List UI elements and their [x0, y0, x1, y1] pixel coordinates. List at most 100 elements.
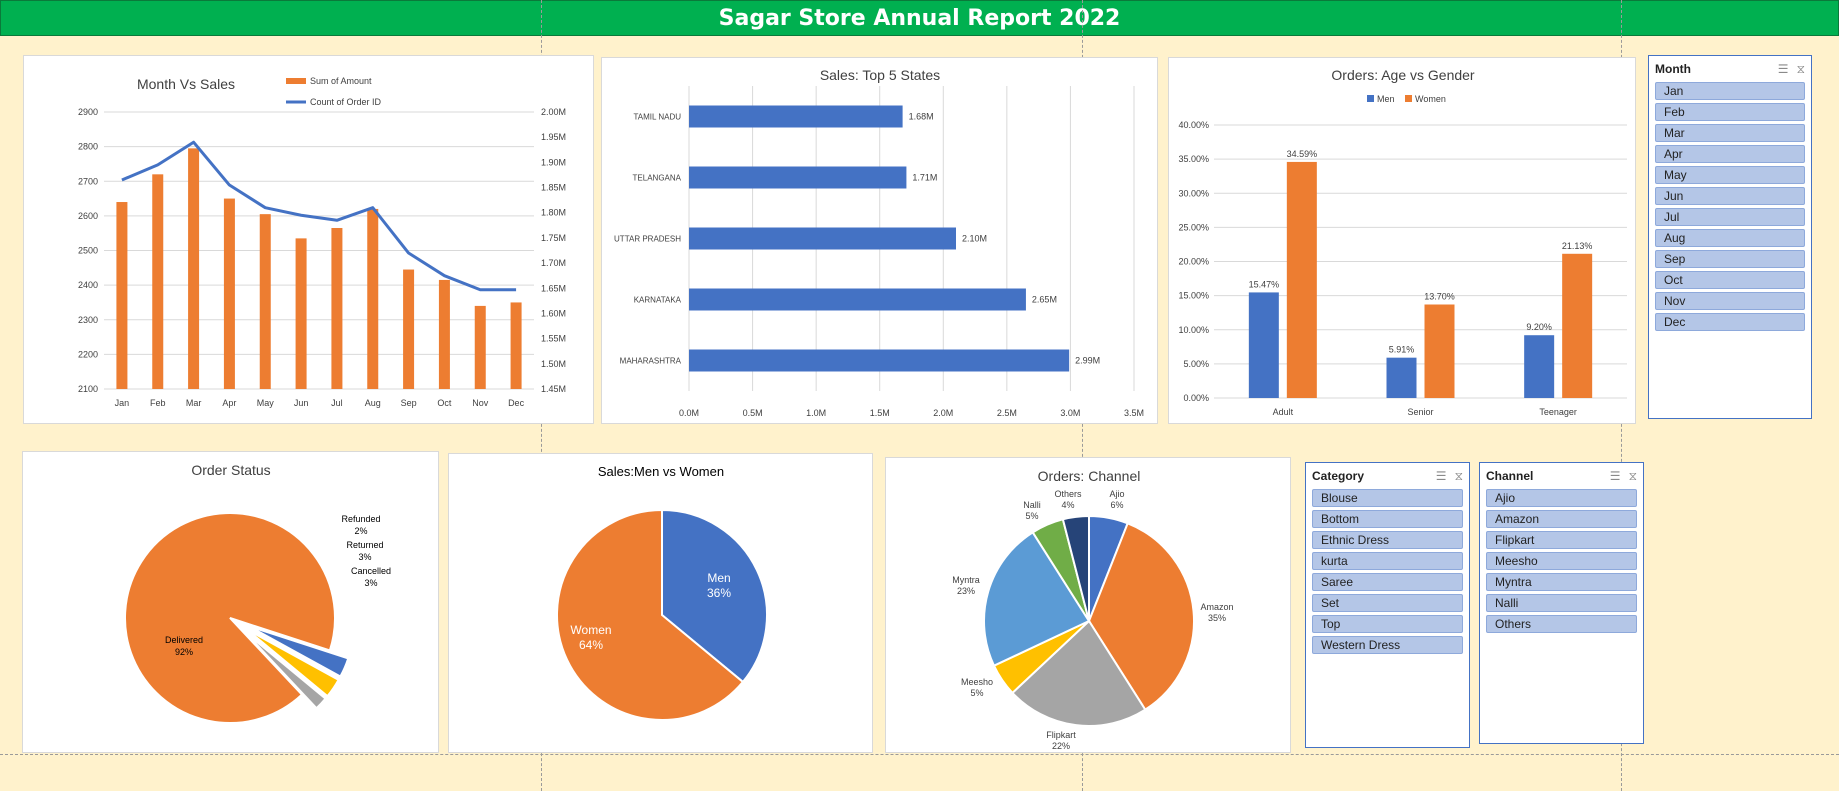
slicer-item-ajio[interactable]: Ajio — [1486, 489, 1637, 507]
slice-name: Cancelled — [351, 566, 391, 576]
clear-filter-icon[interactable]: ⧖ — [1454, 468, 1463, 483]
y2-tick-label: 1.85M — [541, 183, 566, 193]
multi-select-icon[interactable]: ☰ — [1609, 468, 1621, 483]
chart-svg: Month Vs Sales 2100 2200 2300 2400 2500 2600 27… — [78, 76, 566, 408]
x-tick-label: Nov — [472, 398, 489, 408]
slice-label: 22% — [1052, 741, 1070, 751]
slicer-item-meesho[interactable]: Meesho — [1486, 552, 1637, 570]
slicer-item-others[interactable]: Others — [1486, 615, 1637, 633]
slice-label: 3% — [364, 578, 377, 588]
slicer-item-bottom[interactable]: Bottom — [1312, 510, 1463, 528]
bar — [1562, 253, 1593, 398]
bar — [689, 105, 903, 128]
legend-entry: Sum of Amount — [310, 76, 372, 86]
slicer-item-oct[interactable]: Oct — [1655, 271, 1805, 289]
chart-title: Order Status — [191, 462, 270, 478]
bar — [689, 349, 1070, 372]
men-women-chart[interactable]: Sales:Men vs Women Men 36% Women 64% — [448, 453, 873, 753]
top-states-chart[interactable]: Sales: Top 5 States 0.0M 0.5M 1.0M 1.5M 2.0M 2… — [601, 57, 1158, 424]
y-tick-label: TELANGANA — [633, 174, 682, 183]
slice-label: 36% — [707, 586, 731, 600]
bar — [1248, 292, 1279, 398]
slicer-item-top[interactable]: Top — [1312, 615, 1463, 633]
slice-name: Amazon — [1200, 602, 1233, 612]
pie-slice — [247, 624, 350, 678]
chart-title: Sales: Top 5 States — [820, 67, 940, 83]
y2-tick-label: 1.50M — [541, 359, 566, 369]
y2-tick-label: 1.90M — [541, 157, 566, 167]
slice-name: Delivered — [165, 635, 203, 645]
slicer-item-ethnic-dress[interactable]: Ethnic Dress — [1312, 531, 1463, 549]
clear-filter-icon[interactable]: ⧖ — [1796, 61, 1805, 76]
month-sales-chart[interactable]: Month Vs Sales 2100 2200 2300 2400 2500 2600 27… — [23, 55, 594, 424]
clear-filter-icon[interactable]: ⧖ — [1628, 468, 1637, 483]
slice-name: Nalli — [1023, 500, 1041, 510]
order-status-chart[interactable]: Order Status Delivered 92% Cancelled 3% Retur… — [22, 451, 439, 753]
x-tick-label: 3.0M — [1060, 408, 1080, 418]
slicer-item-nalli[interactable]: Nalli — [1486, 594, 1637, 612]
y-tick-label: MAHARASHTRA — [620, 357, 682, 366]
month-slicer: Month ☰ ⧖ Jan Feb Mar Apr May Jun Jul Aug Sep Oct Nov… — [1648, 55, 1812, 419]
slicer-header: Category ☰ ⧖ — [1306, 463, 1469, 489]
bar — [1386, 357, 1417, 398]
slicer-item-blouse[interactable]: Blouse — [1312, 489, 1463, 507]
y2-tick-label: 1.80M — [541, 208, 566, 218]
age-gender-chart[interactable]: Orders: Age vs Gender 0.00% 5.00% 10.00% 15.… — [1168, 57, 1636, 424]
slicer-tools: ☰ ⧖ — [1436, 469, 1463, 484]
y-tick-label: 20.00% — [1178, 257, 1209, 267]
slicer-item-saree[interactable]: Saree — [1312, 573, 1463, 591]
slicer-item-myntra[interactable]: Myntra — [1486, 573, 1637, 591]
slicer-item-dec[interactable]: Dec — [1655, 313, 1805, 331]
slicer-item-mar[interactable]: Mar — [1655, 124, 1805, 142]
slice-name: Men — [707, 571, 730, 585]
bar — [403, 269, 415, 389]
slice-name: Women — [570, 623, 611, 637]
bar — [367, 208, 379, 389]
slicer-item-apr[interactable]: Apr — [1655, 145, 1805, 163]
slicer-item-sep[interactable]: Sep — [1655, 250, 1805, 268]
slicer-item-set[interactable]: Set — [1312, 594, 1463, 612]
data-label: 21.13% — [1562, 241, 1593, 251]
slicer-tools: ☰ ⧖ — [1610, 469, 1637, 484]
bar — [223, 198, 235, 389]
slicer-item-may[interactable]: May — [1655, 166, 1805, 184]
multi-select-icon[interactable]: ☰ — [1435, 468, 1447, 483]
category-slicer: Category ☰ ⧖ Blouse Bottom Ethnic Dress kurta S… — [1305, 462, 1470, 748]
y-tick-label: 5.00% — [1183, 359, 1209, 369]
slicer-title: Category — [1312, 469, 1365, 483]
channel-chart[interactable]: Orders: Channel Ajio 6% Amazon 35% Flipkart 22… — [885, 457, 1291, 753]
data-label: 1.68M — [909, 112, 934, 122]
slicer-item-western-dress[interactable]: Western Dress — [1312, 636, 1463, 654]
slicer-item-flipkart[interactable]: Flipkart — [1486, 531, 1637, 549]
x-tick-label: Oct — [437, 398, 452, 408]
bar — [689, 227, 956, 250]
y-tick-label: 2600 — [78, 211, 98, 221]
x-tick-label: Apr — [222, 398, 236, 408]
bar — [438, 279, 450, 389]
slicer-item-kurta[interactable]: kurta — [1312, 552, 1463, 570]
multi-select-icon[interactable]: ☰ — [1777, 61, 1789, 76]
slicer-item-aug[interactable]: Aug — [1655, 229, 1805, 247]
data-label: 2.10M — [962, 234, 987, 244]
slicer-item-jun[interactable]: Jun — [1655, 187, 1805, 205]
y-tick-label: 35.00% — [1178, 154, 1209, 164]
slicer-item-jul[interactable]: Jul — [1655, 208, 1805, 226]
y-tick-label: 40.00% — [1178, 120, 1209, 130]
slicer-item-feb[interactable]: Feb — [1655, 103, 1805, 121]
slicer-item-jan[interactable]: Jan — [1655, 82, 1805, 100]
y-tick-label: 2800 — [78, 142, 98, 152]
legend-entry: Count of Order ID — [310, 97, 382, 107]
slice-name: Ajio — [1109, 489, 1124, 499]
x-tick-label: 1.5M — [870, 408, 890, 418]
y2-tick-label: 2.00M — [541, 107, 566, 117]
legend-entry: Men — [1377, 94, 1395, 104]
pie-slice — [245, 628, 340, 698]
page-break-guide — [0, 754, 1839, 755]
slicer-item-nov[interactable]: Nov — [1655, 292, 1805, 310]
slicer-header: Channel ☰ ⧖ — [1480, 463, 1643, 489]
slicer-item-amazon[interactable]: Amazon — [1486, 510, 1637, 528]
x-tick-label: 0.0M — [679, 408, 699, 418]
x-tick-label: Jan — [115, 398, 130, 408]
y2-tick-label: 1.75M — [541, 233, 566, 243]
